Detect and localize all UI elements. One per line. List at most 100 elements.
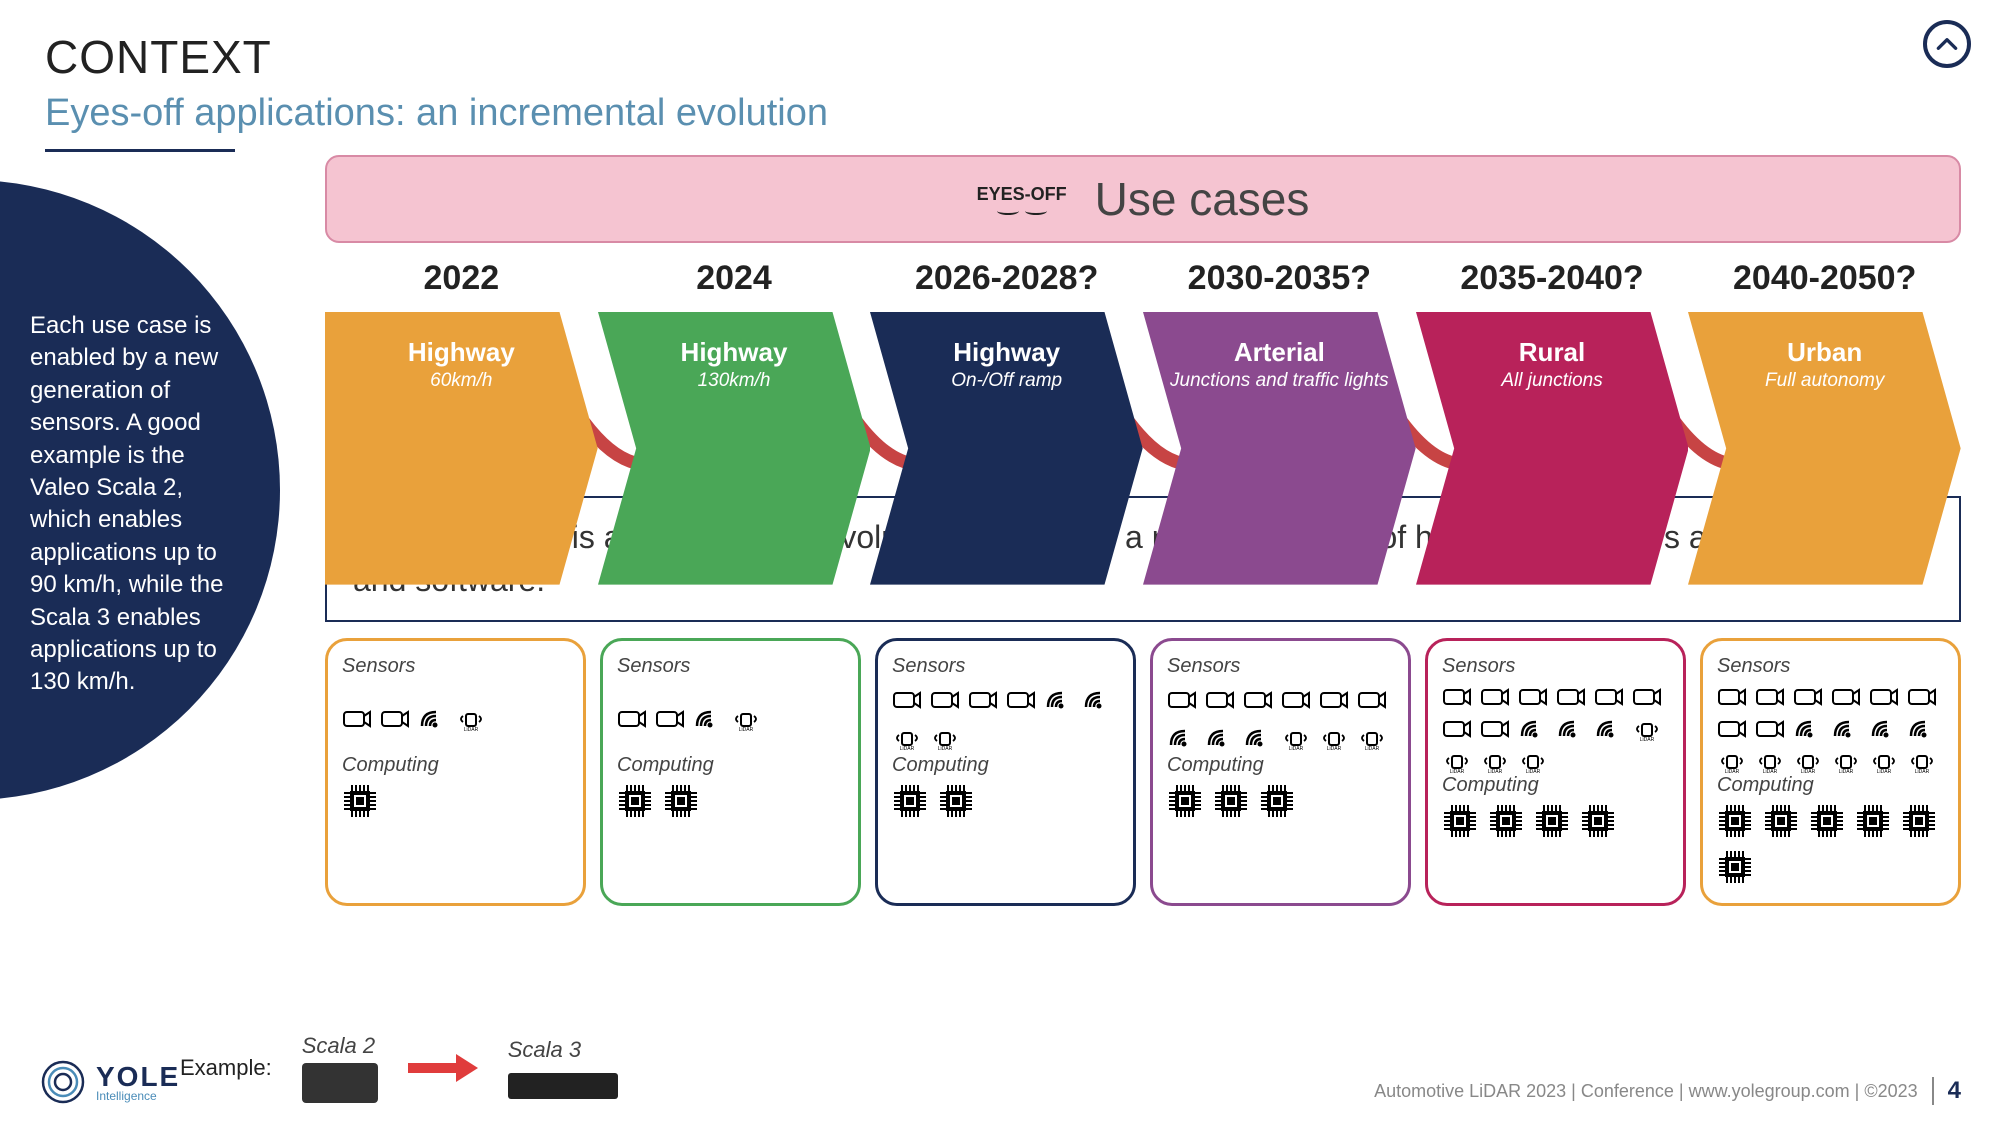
footer: YOLE Intelligence Automotive LiDAR 2023 … <box>0 1059 2001 1105</box>
camera-icon <box>1205 687 1235 713</box>
hardware-box: Sensors LiDAR LiDAR Computing <box>875 638 1136 906</box>
svg-text:LiDAR: LiDAR <box>1640 737 1655 742</box>
closed-eyes-icon <box>977 207 1067 215</box>
lidar-icon: LiDAR <box>930 725 960 751</box>
chip-icon <box>1488 803 1524 839</box>
lidar-icon: LiDAR <box>1793 748 1823 774</box>
chevron-subtitle: 60km/h <box>408 370 515 392</box>
camera-icon <box>1793 684 1823 710</box>
camera-icon <box>1357 687 1387 713</box>
camera-icon <box>1594 684 1624 710</box>
camera-icon <box>1869 684 1899 710</box>
chevron-arrow: Arterial Junctions and traffic lights <box>1143 312 1416 416</box>
radar-icon <box>1082 687 1112 713</box>
corner-badge <box>1923 20 1971 68</box>
chip-icon <box>1580 803 1616 839</box>
chevron-title: Urban <box>1765 337 1884 368</box>
camera-icon <box>892 687 922 713</box>
lidar-icon: LiDAR <box>1518 748 1548 774</box>
camera-icon <box>1243 687 1273 713</box>
side-panel-text: Each use case is enabled by a new genera… <box>30 310 250 699</box>
camera-icon <box>1167 687 1197 713</box>
camera-icon <box>655 706 685 732</box>
lidar-icon: LiDAR <box>1442 748 1472 774</box>
use-cases-banner: EYES-OFF Use cases <box>325 155 1961 243</box>
chevron-arrow: Highway On-/Off ramp <box>870 312 1143 416</box>
radar-icon <box>1243 725 1273 751</box>
camera-icon <box>1755 684 1785 710</box>
chevron-title: Highway <box>681 337 788 368</box>
page-number: 4 <box>1932 1077 1961 1105</box>
chip-icon <box>663 783 699 819</box>
camera-icon <box>1632 684 1662 710</box>
camera-icon <box>1831 684 1861 710</box>
chip-icon <box>342 783 378 819</box>
chip-icon <box>1763 803 1799 839</box>
sensors-label: Sensors <box>1717 655 1944 678</box>
chip-icon <box>1167 783 1203 819</box>
lidar-icon: LiDAR <box>1480 748 1510 774</box>
chevron-subtitle: On-/Off ramp <box>951 370 1062 392</box>
scala2-label: Scala 2 <box>302 1033 378 1059</box>
radar-icon <box>418 706 448 732</box>
lidar-icon: LiDAR <box>1632 716 1662 742</box>
year-label: 2035-2040? <box>1416 259 1689 298</box>
page-title: CONTEXT <box>45 30 828 84</box>
chevron-subtitle: 130km/h <box>681 370 788 392</box>
hardware-box: Sensors LiDAR Computing <box>600 638 861 906</box>
hardware-box: Sensors LiDARLiDARLiDAR Computing <box>1150 638 1411 906</box>
radar-icon <box>1205 725 1235 751</box>
lidar-icon: LiDAR <box>892 725 922 751</box>
svg-text:LiDAR: LiDAR <box>1839 769 1854 774</box>
chip-icon <box>1855 803 1891 839</box>
radar-icon <box>1167 725 1197 751</box>
lidar-icon: LiDAR <box>1281 725 1311 751</box>
radar-icon <box>1556 716 1586 742</box>
sensors-label: Sensors <box>892 655 1119 678</box>
lidar-icon: LiDAR <box>456 706 486 732</box>
camera-icon <box>1717 716 1747 742</box>
year-label: 2030-2035? <box>1143 259 1416 298</box>
use-cases-title: Use cases <box>1095 172 1310 226</box>
chevron-subtitle: All junctions <box>1501 370 1602 392</box>
side-panel: Each use case is enabled by a new genera… <box>0 180 280 800</box>
computing-label: Computing <box>1167 754 1394 777</box>
chip-icon <box>1717 803 1753 839</box>
camera-icon <box>1319 687 1349 713</box>
lidar-icon: LiDAR <box>1869 748 1899 774</box>
lidar-icon: LiDAR <box>1357 725 1387 751</box>
year-label: 2024 <box>598 259 871 298</box>
svg-text:LiDAR: LiDAR <box>1327 746 1342 751</box>
camera-icon <box>930 687 960 713</box>
camera-icon <box>1755 716 1785 742</box>
svg-text:LiDAR: LiDAR <box>1365 746 1380 751</box>
computing-label: Computing <box>617 754 844 777</box>
hardware-box: Sensors LiDAR Computing <box>325 638 586 906</box>
radar-icon <box>1907 716 1937 742</box>
chip-icon <box>1534 803 1570 839</box>
svg-text:LiDAR: LiDAR <box>1915 769 1930 774</box>
chip-icon <box>1213 783 1249 819</box>
camera-icon <box>1480 716 1510 742</box>
hardware-row: Sensors LiDAR Computing Sensors LiDAR Co… <box>325 638 1961 906</box>
camera-icon <box>1717 684 1747 710</box>
hardware-box: Sensors LiDARLiDARLiDARLiDAR Computing <box>1425 638 1686 906</box>
computing-label: Computing <box>892 754 1119 777</box>
camera-icon <box>1480 684 1510 710</box>
chevron-title: Arterial <box>1170 337 1389 368</box>
chip-icon <box>1442 803 1478 839</box>
svg-text:LiDAR: LiDAR <box>464 727 479 732</box>
svg-text:LiDAR: LiDAR <box>1289 746 1304 751</box>
lidar-icon: LiDAR <box>1755 748 1785 774</box>
radar-icon <box>1044 687 1074 713</box>
camera-icon <box>1556 684 1586 710</box>
chevron-row: Highway 60km/h Highway 130km/h Highway O… <box>325 312 1961 416</box>
page-subtitle: Eyes-off applications: an incremental ev… <box>45 92 828 135</box>
chevron-arrow: Highway 60km/h <box>325 312 598 416</box>
camera-icon <box>342 706 372 732</box>
chevron-title: Rural <box>1501 337 1602 368</box>
title-underline <box>45 149 235 152</box>
svg-text:LiDAR: LiDAR <box>938 746 953 751</box>
camera-icon <box>617 706 647 732</box>
svg-text:LiDAR: LiDAR <box>900 746 915 751</box>
